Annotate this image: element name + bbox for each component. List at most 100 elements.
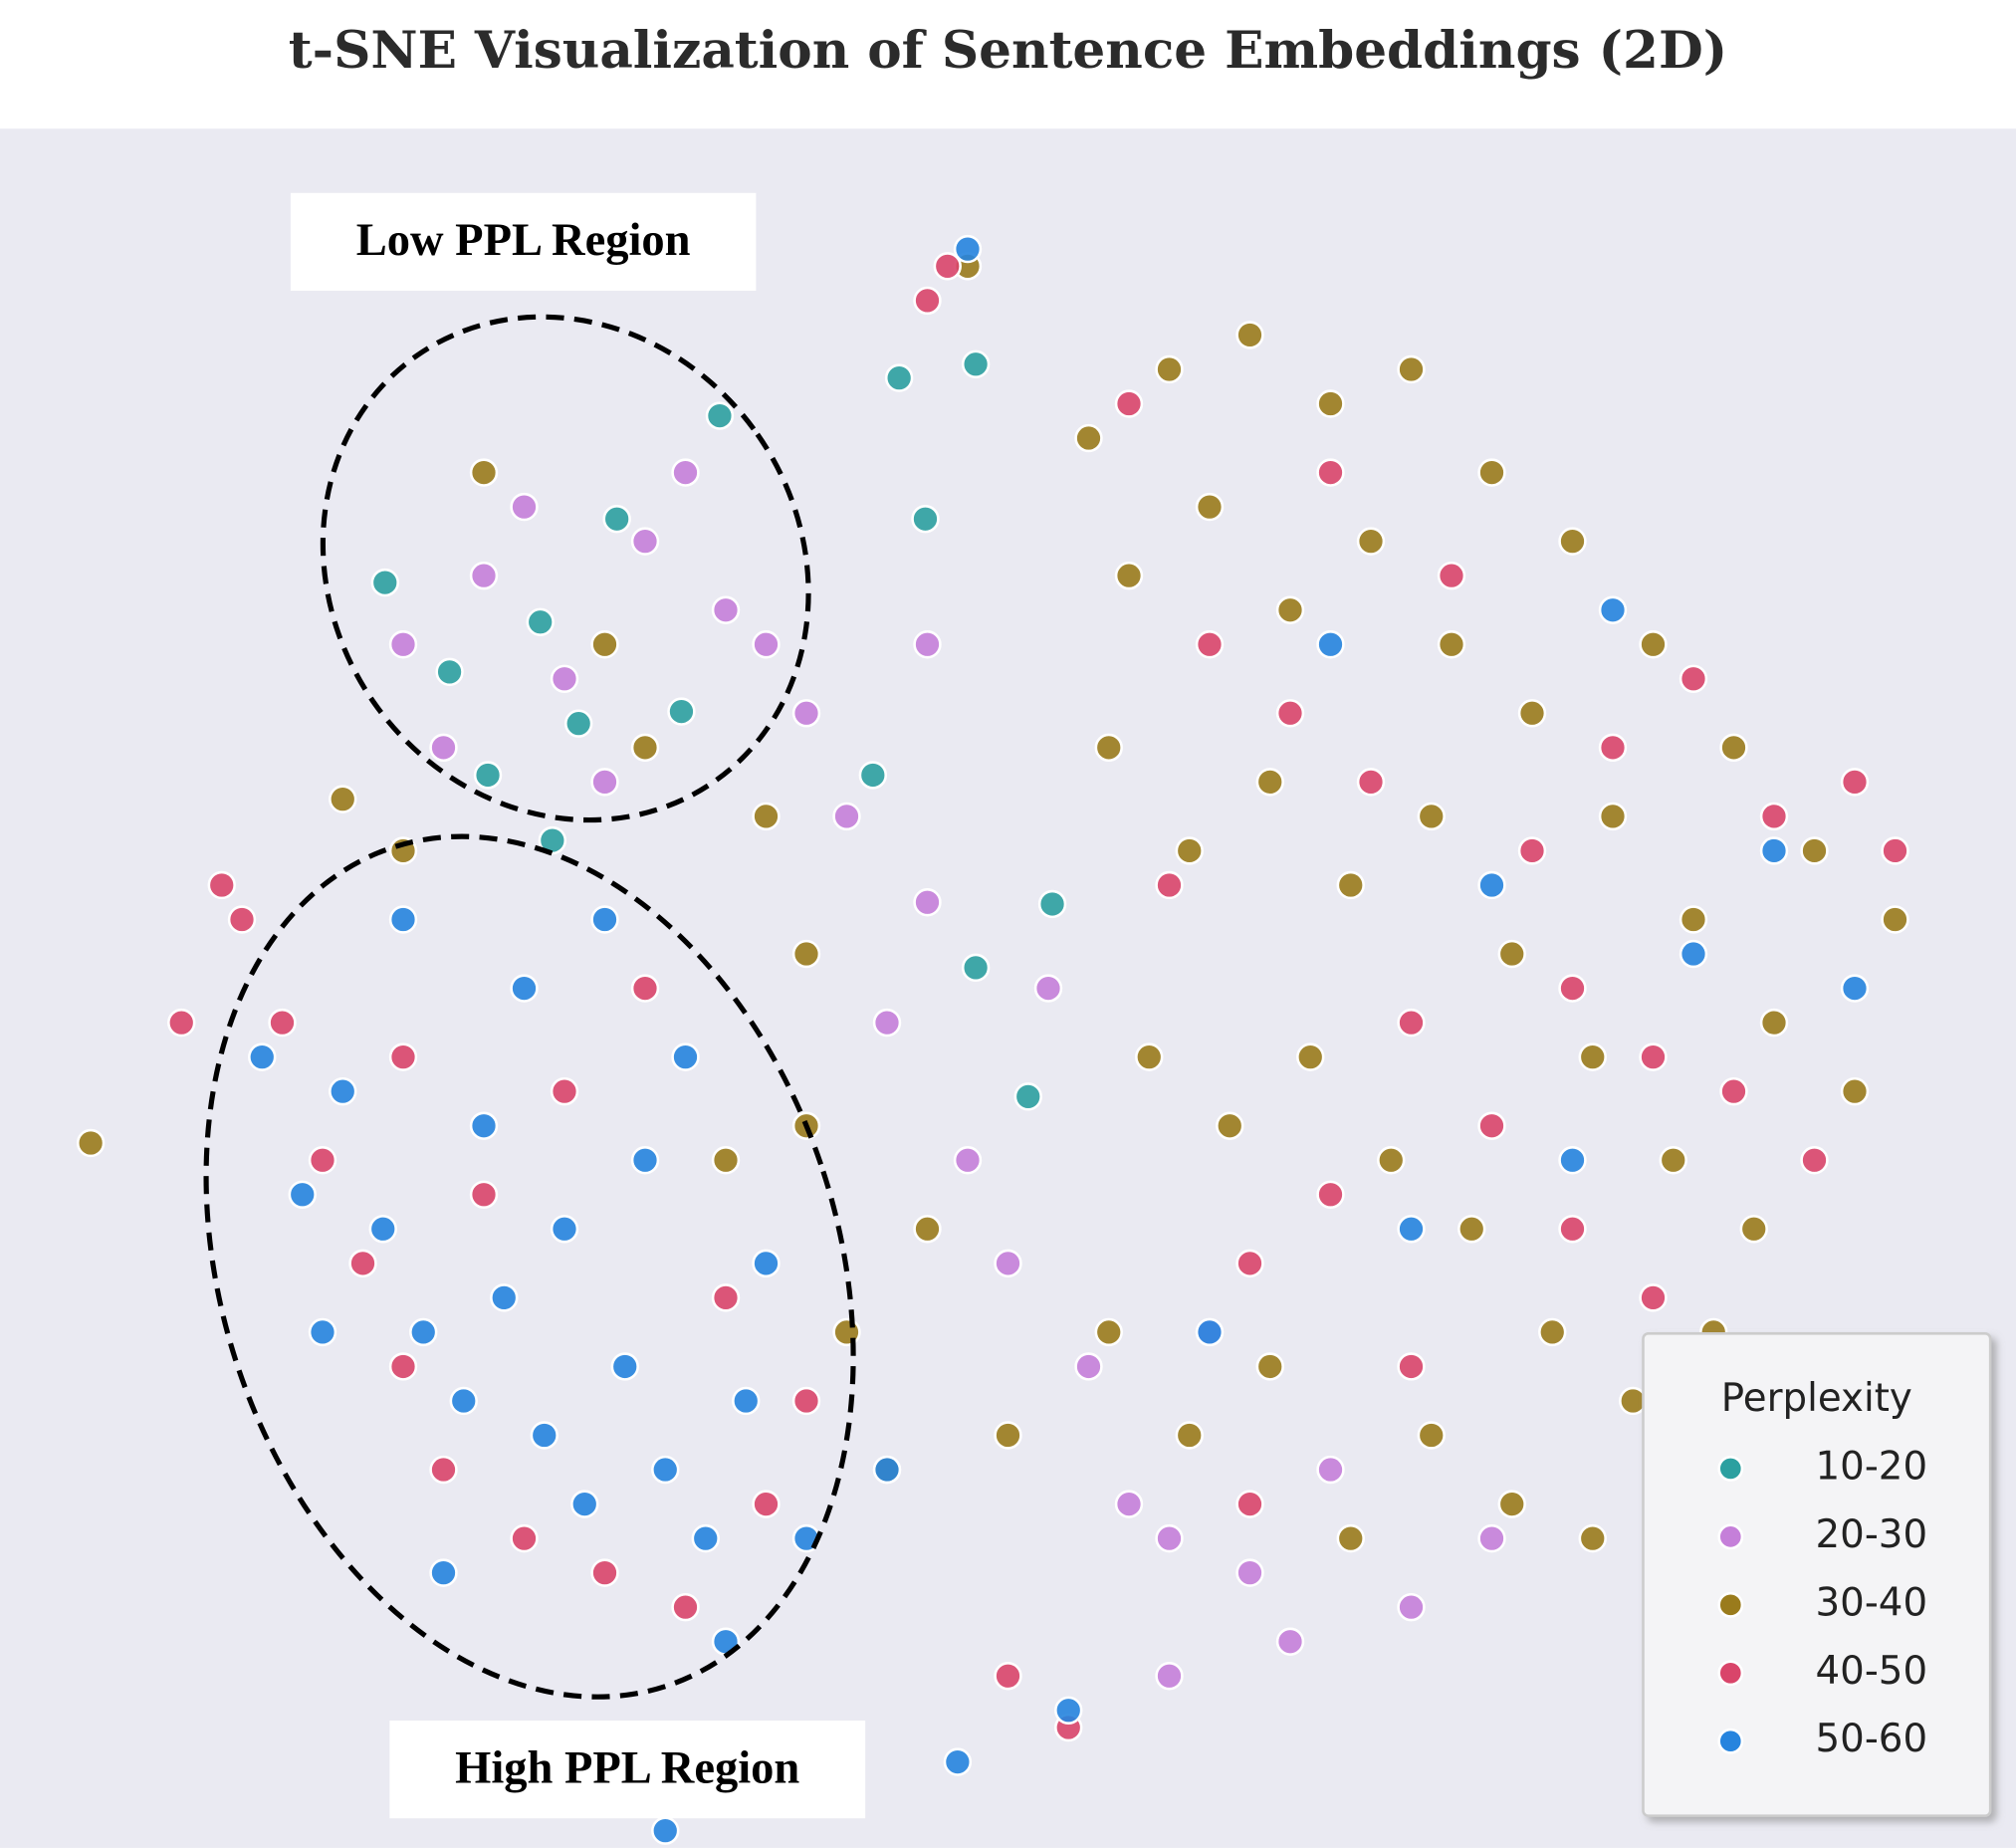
point <box>752 630 781 659</box>
point <box>1679 664 1708 693</box>
point <box>429 1455 458 1485</box>
point <box>791 1386 821 1416</box>
point <box>1074 423 1103 453</box>
point <box>1033 974 1063 1003</box>
point <box>76 1128 106 1158</box>
point <box>429 1558 458 1587</box>
point <box>858 761 888 790</box>
point <box>570 1490 599 1518</box>
point <box>1135 1042 1164 1071</box>
point <box>1639 630 1668 659</box>
region-outline <box>320 314 811 823</box>
legend-marker <box>1717 1728 1744 1754</box>
point <box>913 630 942 659</box>
point <box>563 709 593 738</box>
point <box>1316 630 1345 659</box>
point <box>961 349 991 378</box>
point <box>911 504 940 534</box>
point <box>388 1042 418 1071</box>
point <box>409 1317 438 1347</box>
point <box>1094 1317 1123 1347</box>
legend-label: 50-60 <box>1816 1717 1928 1761</box>
point <box>1558 527 1587 556</box>
point <box>248 1042 277 1071</box>
point <box>329 1076 357 1106</box>
point <box>752 802 781 831</box>
legend-label: 10-20 <box>1816 1444 1928 1489</box>
annotation: Low PPL Region <box>356 215 691 266</box>
point <box>943 1747 973 1776</box>
point <box>1397 1592 1426 1622</box>
point <box>1800 836 1829 865</box>
point <box>1255 768 1284 797</box>
point <box>1477 1111 1506 1140</box>
point <box>1195 1317 1225 1347</box>
point <box>832 1317 861 1347</box>
point <box>1558 974 1587 1003</box>
point <box>510 974 539 1003</box>
point <box>1759 1008 1789 1038</box>
point <box>1175 1421 1204 1450</box>
point <box>913 286 942 316</box>
point <box>1881 905 1909 934</box>
point <box>1759 836 1789 865</box>
point <box>630 1146 660 1175</box>
point <box>1598 595 1628 624</box>
point <box>1377 1146 1406 1175</box>
point <box>732 1386 761 1416</box>
region-outline <box>203 833 856 1700</box>
point <box>671 1042 700 1071</box>
point <box>1679 939 1708 969</box>
point <box>308 1146 337 1175</box>
point <box>348 1249 377 1278</box>
point <box>1477 1523 1506 1553</box>
point <box>1013 1082 1042 1111</box>
point <box>590 1558 619 1587</box>
point <box>550 664 579 693</box>
point <box>1316 458 1345 487</box>
point <box>711 1146 741 1175</box>
point <box>1639 1283 1668 1312</box>
point <box>671 1592 700 1622</box>
point <box>1037 889 1067 919</box>
point <box>526 607 555 636</box>
point <box>388 905 418 934</box>
point <box>1578 1523 1607 1553</box>
point <box>1296 1042 1325 1071</box>
point <box>994 1249 1022 1278</box>
point <box>1881 836 1909 865</box>
point <box>1558 1146 1587 1175</box>
point <box>308 1317 337 1347</box>
point <box>1739 1215 1768 1244</box>
point <box>429 733 458 763</box>
point <box>167 1008 196 1038</box>
point <box>1639 1042 1668 1071</box>
legend-label: 40-50 <box>1816 1649 1928 1694</box>
point <box>884 363 914 392</box>
point <box>711 1283 741 1312</box>
point <box>510 492 539 522</box>
point <box>1114 561 1144 590</box>
point <box>1497 939 1526 969</box>
point <box>469 561 499 590</box>
point <box>961 953 991 983</box>
point <box>1275 1627 1305 1656</box>
point <box>207 870 236 900</box>
point <box>1336 870 1365 900</box>
point <box>1235 1558 1264 1587</box>
point <box>590 768 619 797</box>
point <box>1275 699 1305 728</box>
point <box>1216 1111 1244 1140</box>
legend-label: 30-40 <box>1816 1580 1928 1625</box>
point <box>469 1180 499 1209</box>
point <box>691 1523 720 1553</box>
point <box>1598 802 1628 831</box>
point <box>1719 1076 1748 1106</box>
point <box>370 568 399 597</box>
point <box>872 1455 902 1485</box>
point <box>1155 354 1184 384</box>
point <box>388 630 418 659</box>
point <box>1074 1352 1103 1381</box>
point <box>651 1455 680 1485</box>
